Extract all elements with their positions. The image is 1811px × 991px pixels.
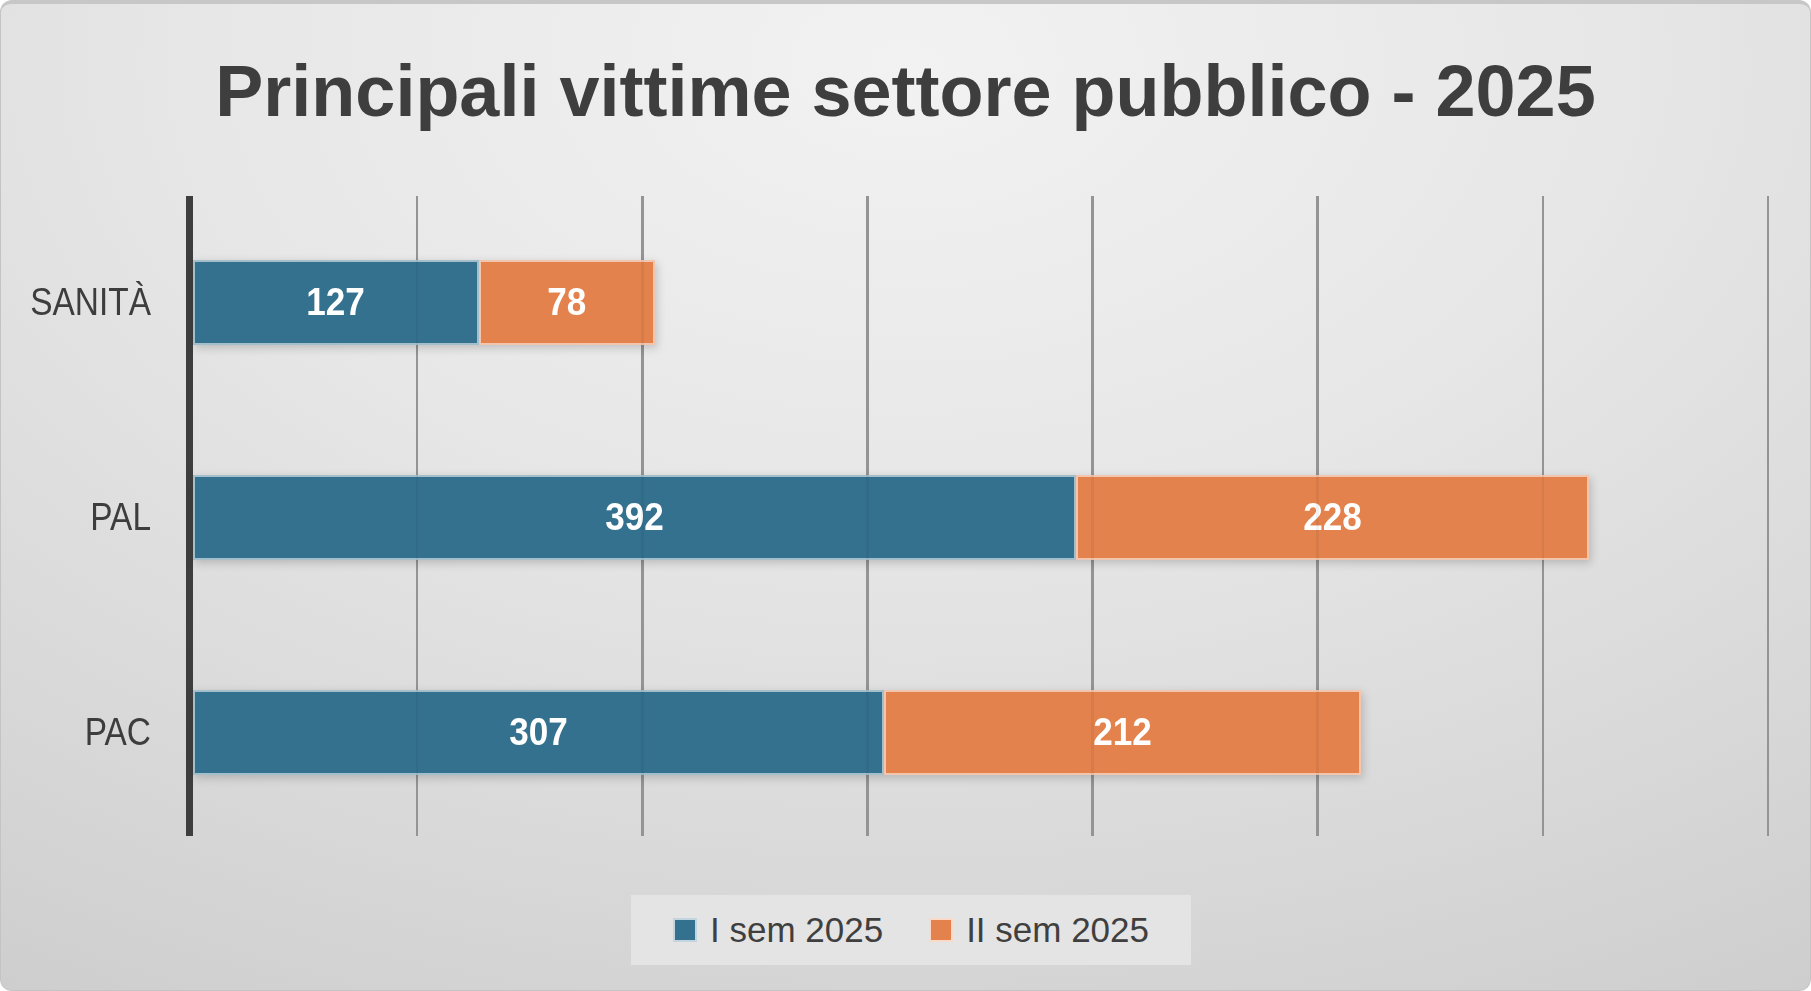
- bar-segment: 212: [884, 690, 1361, 775]
- bar-row: 127 78: [193, 260, 655, 345]
- legend-label-sem2: II sem 2025: [966, 910, 1149, 950]
- bar-segment: 392: [193, 475, 1076, 560]
- category-label: SANITÀ: [19, 283, 151, 321]
- gridline-overlay: [1542, 196, 1545, 836]
- bar-value-label: 127: [307, 280, 366, 324]
- gridline-overlay: [416, 196, 419, 836]
- bar-segment: 127: [193, 260, 479, 345]
- plot-area: 127 78 SANITÀ 392 228 PAL 307 212 PAC: [1, 4, 1810, 990]
- legend-label-sem1: I sem 2025: [710, 910, 883, 950]
- legend-swatch-sem2: [929, 918, 953, 942]
- gridline-overlay: [866, 196, 869, 836]
- bar-segment: 78: [479, 260, 655, 345]
- legend-item-sem2: II sem 2025: [929, 910, 1149, 950]
- gridline-overlay: [1316, 196, 1319, 836]
- category-label: PAL: [19, 498, 151, 536]
- bar-segment: 228: [1076, 475, 1589, 560]
- gridline-overlay: [1091, 196, 1094, 836]
- bar-row: 392 228: [193, 475, 1589, 560]
- bar-value-label: 78: [547, 280, 586, 324]
- chart-canvas: Principali vittime settore pubblico - 20…: [0, 0, 1811, 991]
- bar-value-label: 392: [605, 495, 664, 539]
- y-axis-line: [186, 196, 193, 836]
- legend-swatch-sem1: [673, 918, 697, 942]
- legend: I sem 2025 II sem 2025: [631, 895, 1191, 965]
- bar-value-label: 228: [1303, 495, 1362, 539]
- gridline-overlay: [1767, 196, 1770, 836]
- bar-row: 307 212: [193, 690, 1361, 775]
- gridline-overlay: [641, 196, 644, 836]
- bar-value-label: 212: [1094, 710, 1153, 754]
- bar-value-label: 307: [509, 710, 568, 754]
- bar-segment: 307: [193, 690, 884, 775]
- category-label: PAC: [19, 713, 151, 751]
- legend-item-sem1: I sem 2025: [673, 910, 883, 950]
